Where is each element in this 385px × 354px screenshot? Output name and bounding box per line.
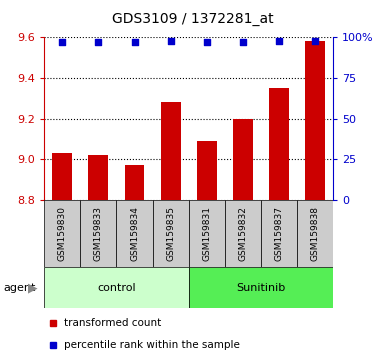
Text: GSM159833: GSM159833 — [94, 206, 103, 261]
Bar — [189, 267, 333, 308]
Bar — [305, 41, 325, 200]
Bar — [197, 141, 217, 200]
Bar — [269, 88, 289, 200]
Text: agent: agent — [4, 282, 36, 293]
Text: percentile rank within the sample: percentile rank within the sample — [64, 339, 240, 350]
Bar — [189, 200, 225, 267]
Point — [240, 39, 246, 45]
Text: GSM159834: GSM159834 — [130, 206, 139, 261]
Bar — [225, 200, 261, 267]
Text: GSM159838: GSM159838 — [310, 206, 320, 261]
Text: GSM159835: GSM159835 — [166, 206, 175, 261]
Text: ▶: ▶ — [28, 281, 38, 294]
Bar — [44, 267, 189, 308]
Bar — [297, 200, 333, 267]
Text: GDS3109 / 1372281_at: GDS3109 / 1372281_at — [112, 12, 273, 27]
Bar — [125, 165, 144, 200]
Bar — [152, 200, 189, 267]
Bar — [233, 119, 253, 200]
Text: transformed count: transformed count — [64, 318, 162, 329]
Point — [276, 38, 282, 44]
Bar — [161, 102, 181, 200]
Text: GSM159837: GSM159837 — [275, 206, 283, 261]
Text: GSM159831: GSM159831 — [202, 206, 211, 261]
Bar — [89, 155, 108, 200]
Point — [59, 39, 65, 45]
Point — [167, 38, 174, 44]
Text: GSM159830: GSM159830 — [58, 206, 67, 261]
Bar — [44, 200, 80, 267]
Point — [204, 39, 210, 45]
Bar — [52, 153, 72, 200]
Point — [95, 39, 102, 45]
Text: control: control — [97, 282, 136, 293]
Point — [131, 39, 137, 45]
Bar — [261, 200, 297, 267]
Bar — [80, 200, 116, 267]
Text: GSM159832: GSM159832 — [238, 206, 247, 261]
Point — [312, 38, 318, 44]
Text: Sunitinib: Sunitinib — [236, 282, 285, 293]
Bar — [116, 200, 152, 267]
